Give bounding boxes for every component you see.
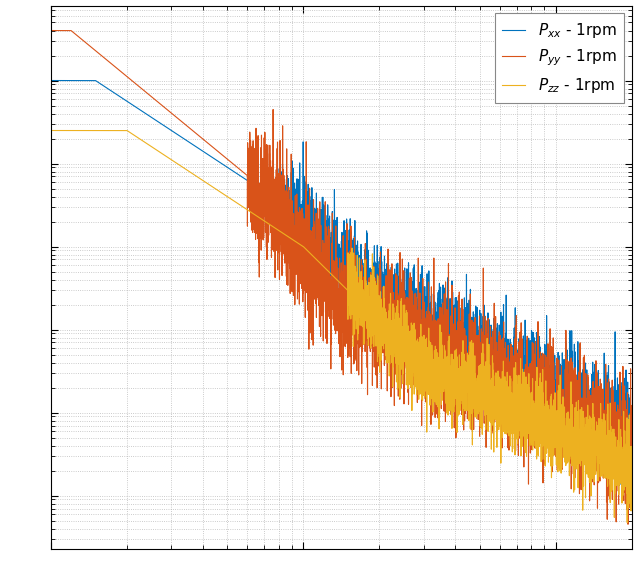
Line: $P_{yy}$ - 1rpm: $P_{yy}$ - 1rpm (51, 30, 632, 524)
$P_{zz}$ - 1rpm (47, 127, 55, 134)
$P_{xx}$ - 1rpm (152, 117, 160, 124)
$P_{zz}$ - 1rpm (524, 429, 532, 436)
$P_{yy}$ - 1rpm (396, 354, 403, 361)
Line: $P_{zz}$ - 1rpm: $P_{zz}$ - 1rpm (51, 130, 632, 523)
$P_{zz}$ - 1rpm (425, 360, 433, 367)
$P_{yy}$ - 1rpm (628, 447, 635, 454)
$P_{zz}$ - 1rpm (623, 519, 631, 526)
$P_{zz}$ - 1rpm (269, 223, 277, 230)
$P_{yy}$ - 1rpm (524, 406, 532, 413)
$P_{yy}$ - 1rpm (269, 158, 277, 165)
$P_{zz}$ - 1rpm (480, 397, 488, 404)
$P_{xx}$ - 1rpm (47, 77, 55, 84)
Legend: $P_{xx}$ - 1rpm, $P_{yy}$ - 1rpm, $P_{zz}$ - 1rpm: $P_{xx}$ - 1rpm, $P_{yy}$ - 1rpm, $P_{zz… (495, 13, 624, 103)
Line: $P_{xx}$ - 1rpm: $P_{xx}$ - 1rpm (51, 81, 632, 485)
$P_{yy}$ - 1rpm (425, 356, 433, 363)
$P_{zz}$ - 1rpm (628, 465, 635, 472)
$P_{xx}$ - 1rpm (269, 194, 277, 201)
$P_{xx}$ - 1rpm (628, 418, 635, 425)
$P_{zz}$ - 1rpm (152, 147, 160, 154)
$P_{xx}$ - 1rpm (480, 346, 488, 353)
$P_{xx}$ - 1rpm (625, 482, 633, 489)
$P_{xx}$ - 1rpm (425, 368, 433, 375)
$P_{xx}$ - 1rpm (524, 373, 532, 380)
$P_{yy}$ - 1rpm (152, 98, 160, 105)
$P_{xx}$ - 1rpm (396, 333, 403, 340)
$P_{yy}$ - 1rpm (624, 521, 632, 528)
$P_{yy}$ - 1rpm (47, 27, 55, 34)
$P_{zz}$ - 1rpm (396, 385, 403, 392)
$P_{yy}$ - 1rpm (480, 420, 488, 427)
